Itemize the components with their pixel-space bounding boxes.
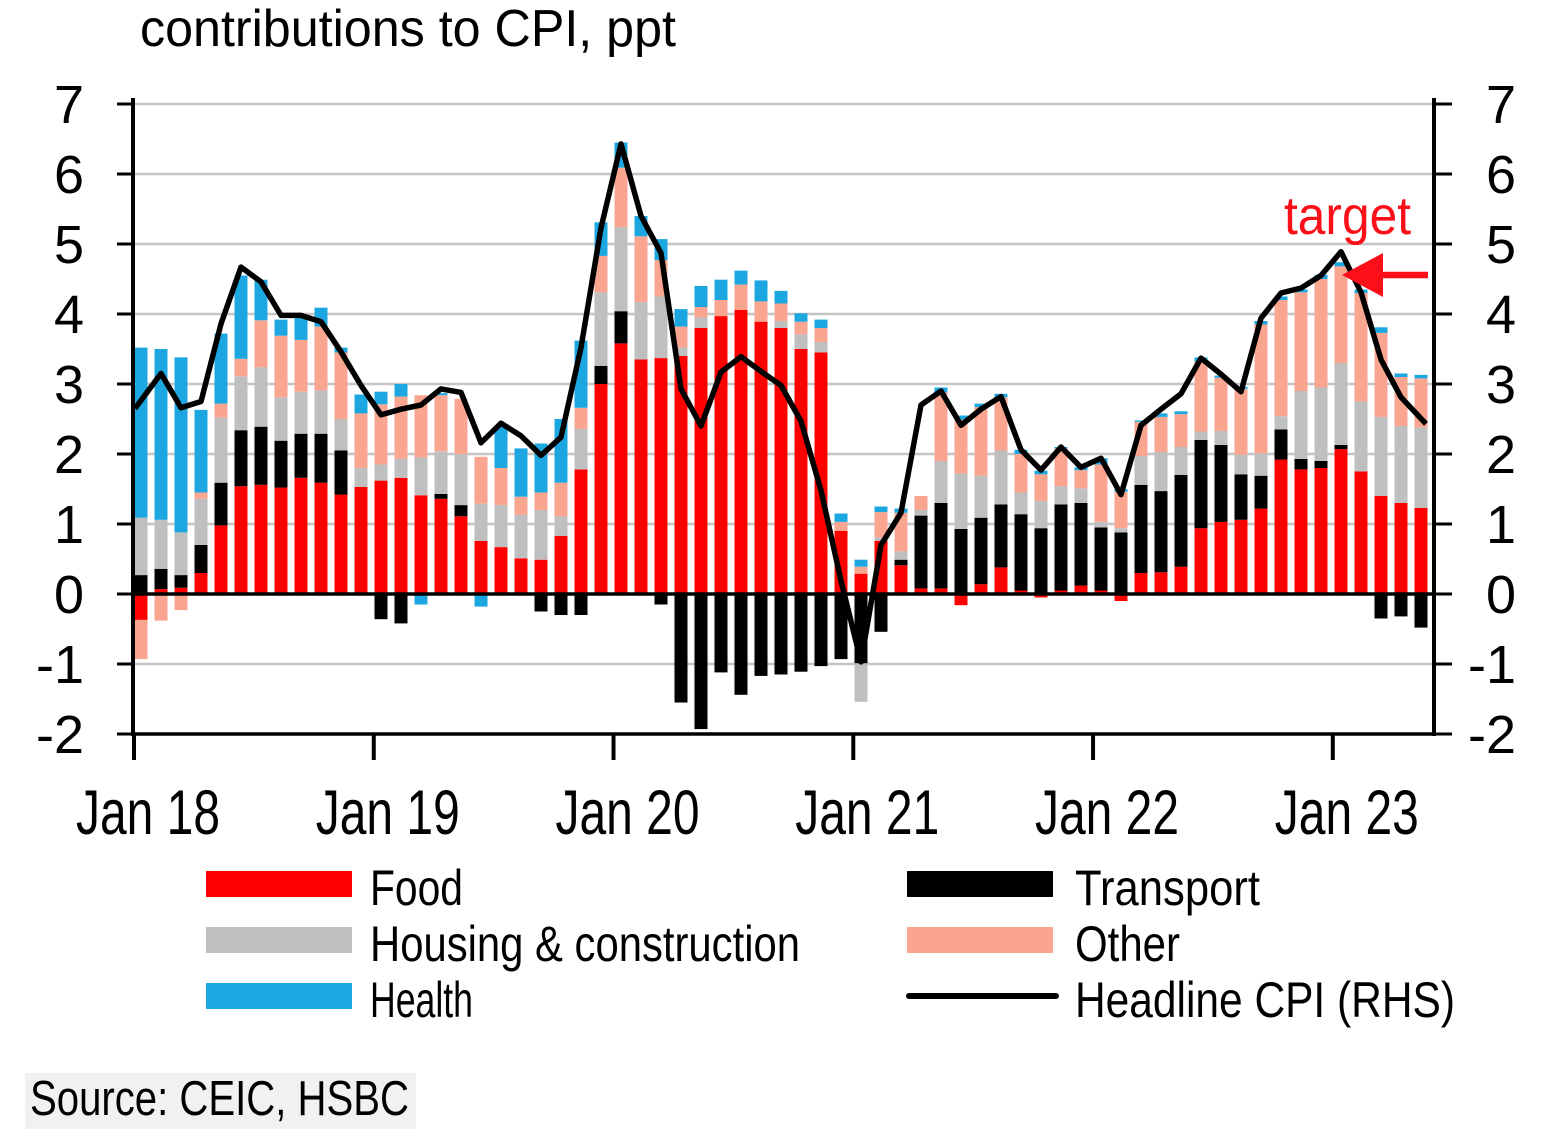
- svg-text:Transport: Transport: [1075, 860, 1260, 916]
- svg-text:2: 2: [54, 425, 84, 485]
- svg-text:1: 1: [1486, 495, 1516, 555]
- svg-text:Housing & construction: Housing & construction: [370, 916, 800, 972]
- svg-text:Food: Food: [370, 860, 463, 916]
- svg-text:3: 3: [54, 355, 84, 415]
- svg-text:-1: -1: [1468, 635, 1516, 695]
- svg-text:5: 5: [1486, 215, 1516, 275]
- svg-text:4: 4: [1486, 285, 1516, 345]
- svg-text:6: 6: [1486, 145, 1516, 205]
- svg-text:target: target: [1284, 186, 1411, 246]
- svg-text:Jan 18: Jan 18: [76, 778, 220, 848]
- svg-text:contributions to CPI, ppt: contributions to CPI, ppt: [140, 0, 677, 58]
- svg-text:Jan 23: Jan 23: [1275, 778, 1419, 848]
- svg-text:3: 3: [1486, 355, 1516, 415]
- svg-text:7: 7: [54, 75, 84, 135]
- svg-text:2: 2: [1486, 425, 1516, 485]
- svg-text:0: 0: [54, 565, 84, 625]
- svg-text:Health: Health: [370, 972, 473, 1028]
- svg-text:4: 4: [54, 285, 84, 345]
- svg-text:Jan 20: Jan 20: [556, 778, 700, 848]
- svg-text:Other: Other: [1075, 916, 1180, 972]
- svg-text:Jan 21: Jan 21: [795, 778, 939, 848]
- svg-text:-1: -1: [36, 635, 84, 695]
- svg-text:1: 1: [54, 495, 84, 555]
- svg-text:0: 0: [1486, 565, 1516, 625]
- svg-text:-2: -2: [36, 705, 84, 765]
- svg-text:Source: CEIC, HSBC: Source: CEIC, HSBC: [30, 1072, 409, 1126]
- svg-text:-2: -2: [1468, 705, 1516, 765]
- svg-text:7: 7: [1486, 75, 1516, 135]
- svg-text:5: 5: [54, 215, 84, 275]
- svg-text:6: 6: [54, 145, 84, 205]
- svg-text:Jan 22: Jan 22: [1035, 778, 1179, 848]
- svg-text:Headline CPI (RHS): Headline CPI (RHS): [1075, 972, 1455, 1028]
- svg-text:Jan 19: Jan 19: [316, 778, 460, 848]
